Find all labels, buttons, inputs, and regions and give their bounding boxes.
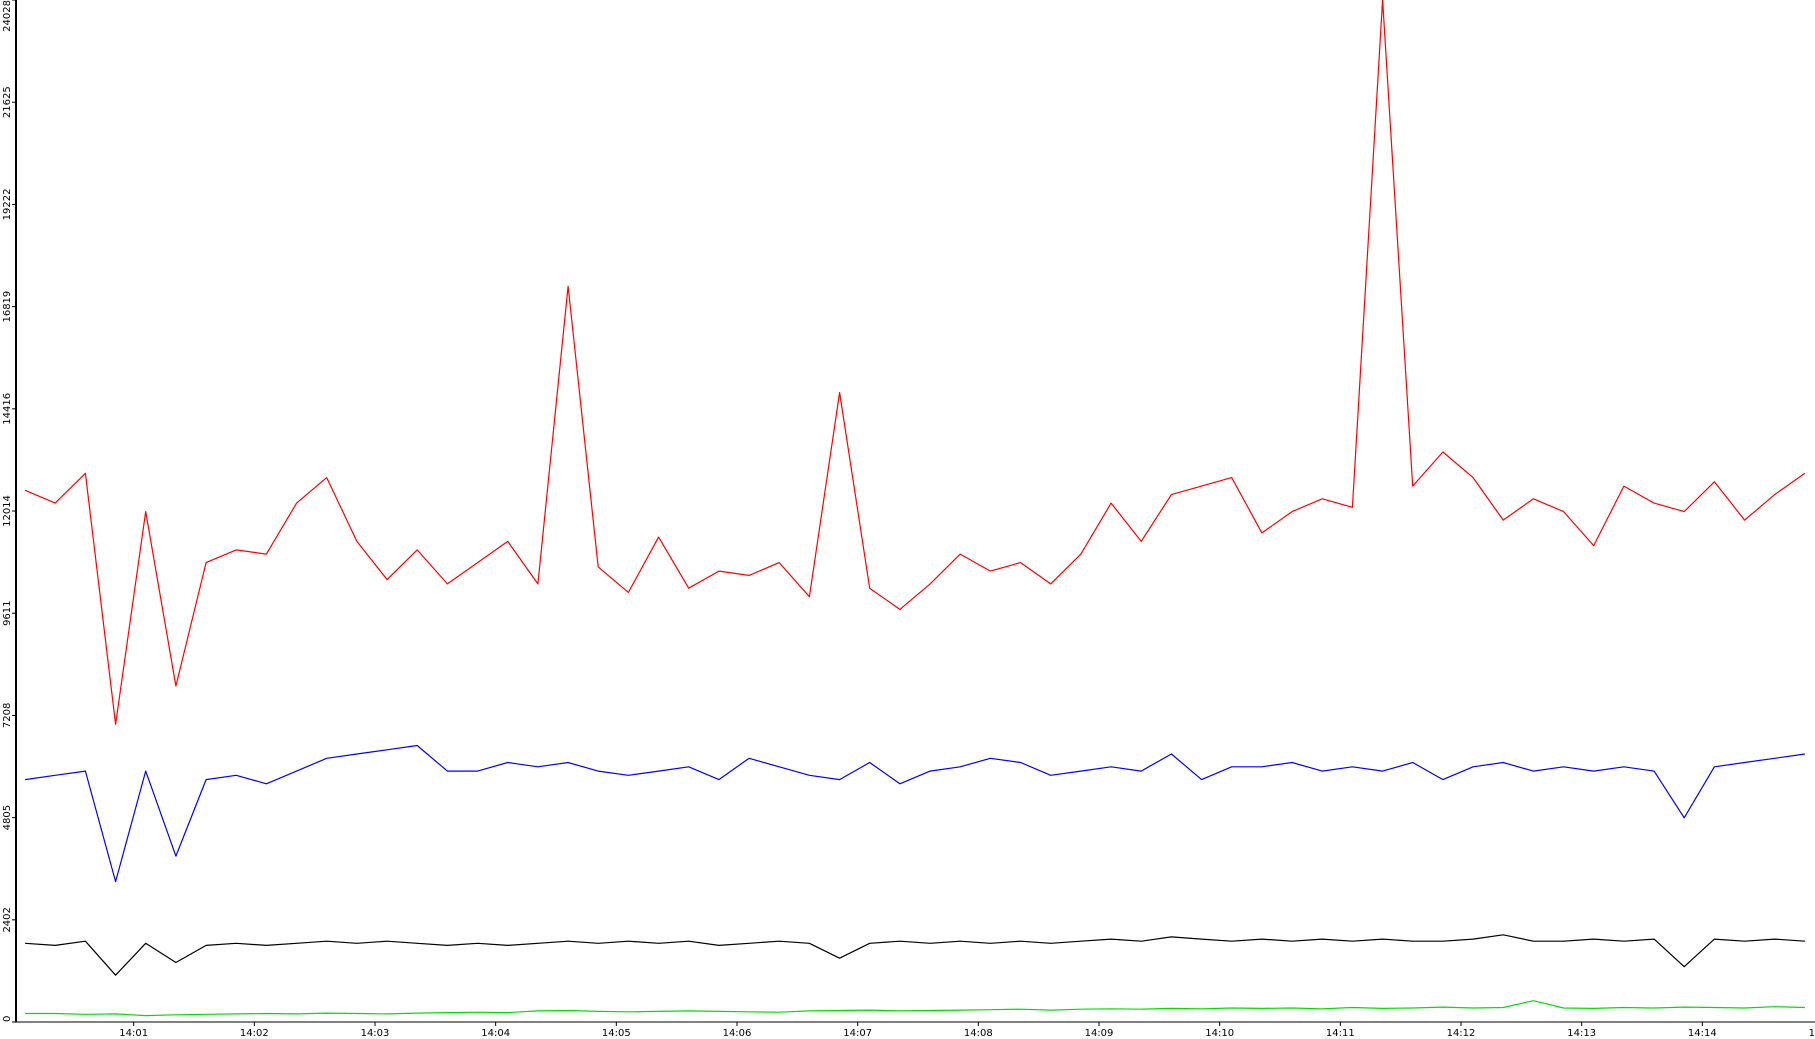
x-tick-label: 14:11 bbox=[1326, 1028, 1355, 1039]
x-tick-label: 14:13 bbox=[1567, 1028, 1596, 1039]
y-tick-label: 2402 bbox=[2, 907, 13, 932]
series-line bbox=[25, 744, 1805, 883]
x-tick-label: 14:03 bbox=[361, 1028, 390, 1039]
y-tick-label: 12014 bbox=[2, 495, 13, 527]
x-tick-label: 14:12 bbox=[1447, 1028, 1476, 1039]
y-tick-label: 0 bbox=[2, 1016, 13, 1022]
y-tick-label: 24028 bbox=[2, 0, 13, 32]
y-tick-label: 7208 bbox=[2, 703, 13, 728]
y-tick-label: 4805 bbox=[2, 805, 13, 830]
y-tick-label: 19222 bbox=[2, 189, 13, 221]
x-tick-label: 14:09 bbox=[1085, 1028, 1114, 1039]
series-line bbox=[24, 0, 1806, 725]
series-line bbox=[25, 1000, 1805, 1017]
x-tick-label: 14:06 bbox=[723, 1028, 752, 1039]
y-tick-label: 9611 bbox=[2, 600, 13, 625]
x-tick-label: 14:14 bbox=[1688, 1028, 1717, 1039]
x-tick-label: 14:08 bbox=[964, 1028, 993, 1039]
y-tick-label: 16819 bbox=[2, 291, 13, 323]
x-tick-label: 14:05 bbox=[602, 1028, 631, 1039]
x-tick-label: 14:07 bbox=[843, 1028, 872, 1039]
x-tick-label: 14:15 bbox=[1809, 1028, 1815, 1039]
y-tick-label: 21625 bbox=[2, 86, 13, 118]
x-tick-label: 14:02 bbox=[240, 1028, 269, 1039]
y-tick-label: 14416 bbox=[2, 393, 13, 425]
x-tick-label: 14:01 bbox=[119, 1028, 148, 1039]
x-tick-label: 14:04 bbox=[481, 1028, 510, 1039]
x-tick-label: 14:10 bbox=[1205, 1028, 1234, 1039]
series-line bbox=[25, 934, 1805, 976]
